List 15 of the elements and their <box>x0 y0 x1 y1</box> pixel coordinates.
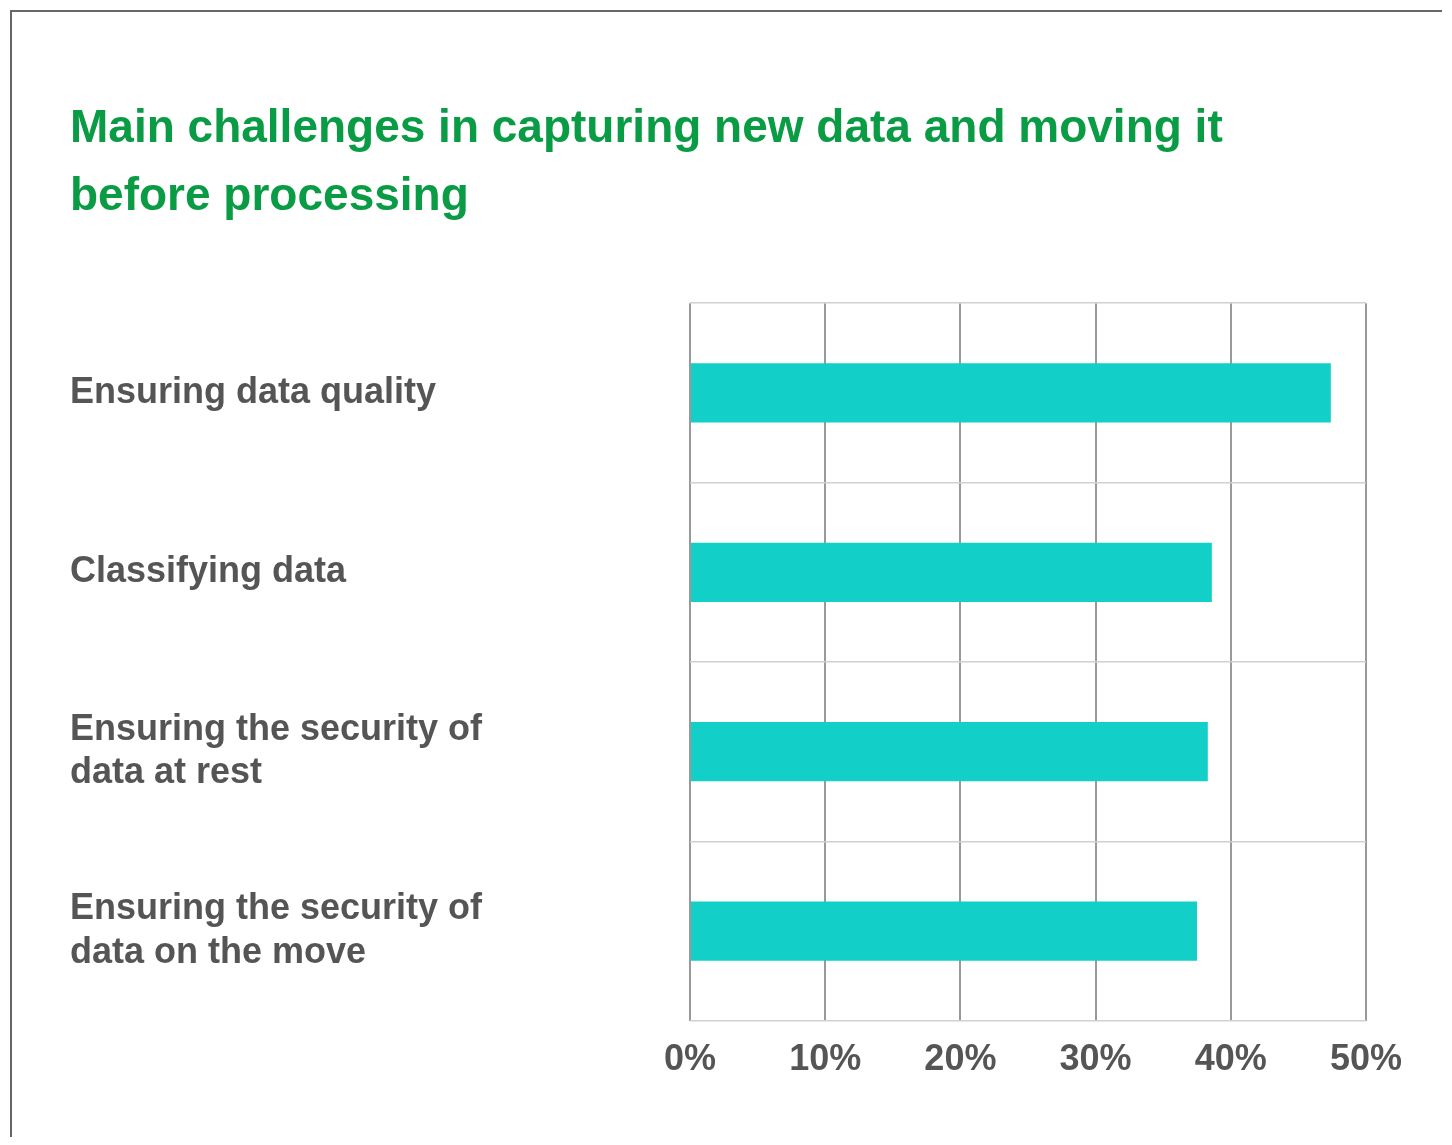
bar <box>691 722 1208 782</box>
x-tick-label: 10% <box>789 1037 862 1079</box>
x-tick-label: 50% <box>1329 1037 1402 1079</box>
y-tick-label: Ensuring data quality <box>70 369 437 411</box>
bar <box>691 901 1197 961</box>
y-tick-label: Ensuring the security of data on the move <box>70 886 484 971</box>
x-tick-label: 0% <box>663 1037 717 1079</box>
y-tick-label: Ensuring the security of data at rest <box>70 707 484 792</box>
y-tick-label: Classifying data <box>70 549 348 591</box>
chart-title: Main challenges in capturing new data and moving it before processing <box>70 99 1224 222</box>
x-tick-label: 20% <box>924 1037 997 1079</box>
x-tick-label: 40% <box>1194 1037 1267 1079</box>
bar <box>691 542 1212 602</box>
x-tick-label: 30% <box>1059 1037 1132 1079</box>
bar <box>691 363 1331 423</box>
